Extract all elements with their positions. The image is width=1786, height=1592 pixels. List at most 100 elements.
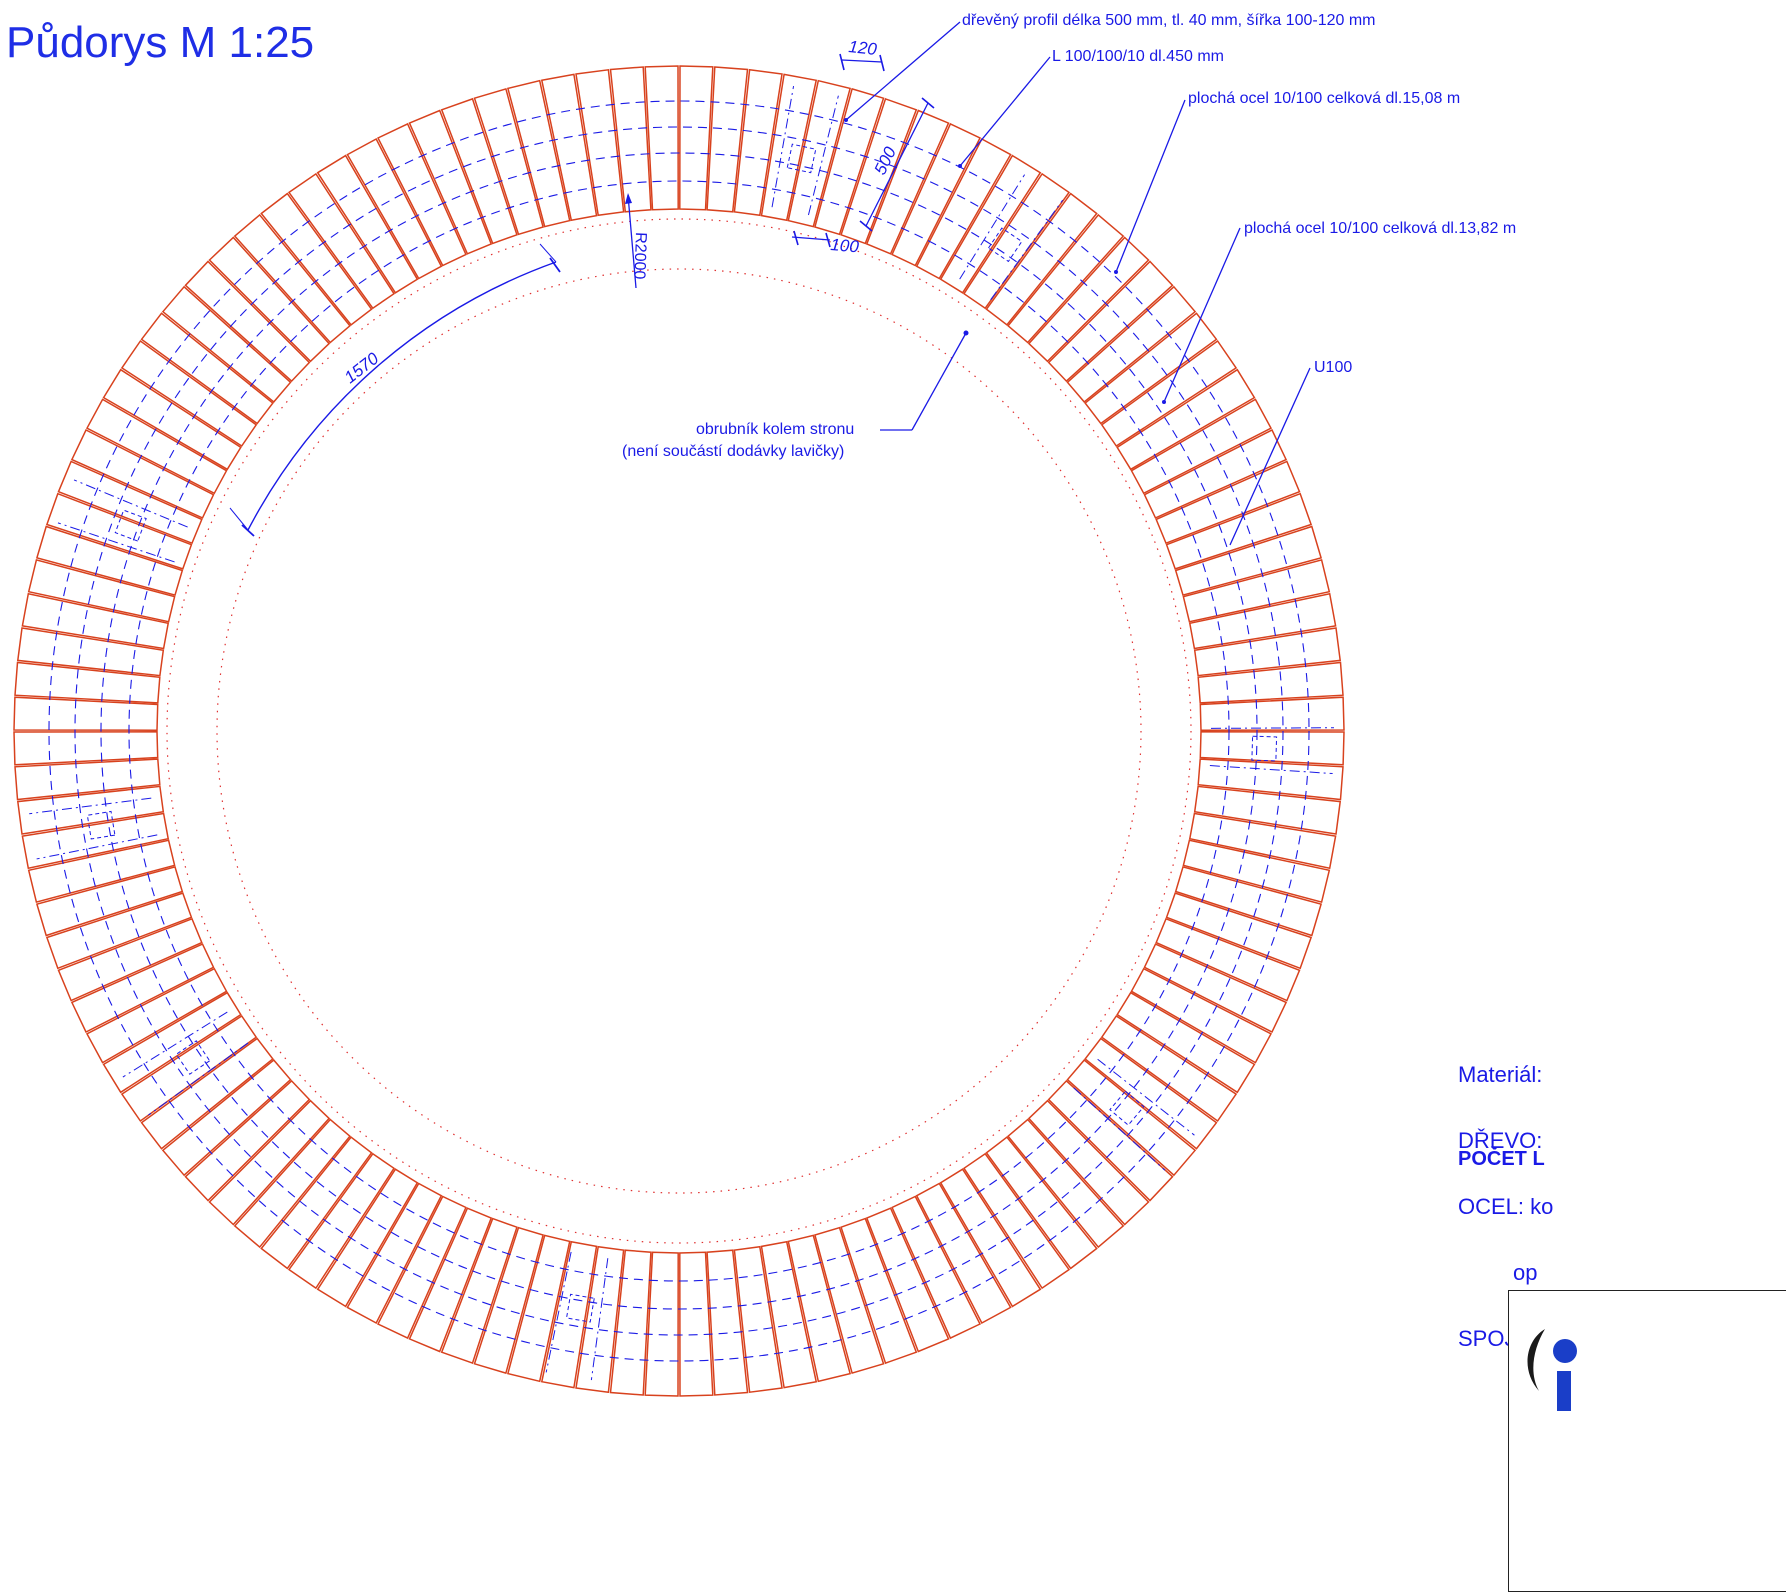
wood-slat (287, 1152, 396, 1290)
wood-slat (915, 1182, 1012, 1325)
wood-slat (45, 892, 193, 970)
wood-slat (85, 398, 228, 495)
wood-slat (813, 1226, 885, 1375)
wood-slat (184, 1079, 311, 1202)
support-bracket-line (990, 199, 1064, 301)
wood-slat (1174, 525, 1323, 597)
material-line: OCEL: ko (1458, 1194, 1554, 1219)
steel-ring-dashed (74, 126, 1284, 1336)
wood-slat (440, 97, 518, 245)
wood-slat (233, 213, 351, 344)
wood-slat (27, 558, 176, 623)
support-bracket-line (545, 1251, 572, 1373)
wood-slat (1155, 460, 1301, 545)
wood-slat (1188, 812, 1337, 870)
wood-slat (1199, 696, 1345, 731)
wood-slat (260, 1136, 373, 1270)
channel-plate (86, 810, 116, 840)
wood-slat (506, 1234, 571, 1383)
material-line: Materiál: (1458, 1062, 1543, 1087)
wood-slat (1100, 1014, 1238, 1123)
wood-slat (506, 79, 571, 228)
channel-plate (1251, 735, 1278, 762)
wood-slat (120, 339, 258, 448)
wood-slat (939, 1168, 1042, 1308)
title-block (1508, 1290, 1786, 1592)
wood-slat (760, 1240, 818, 1389)
steel-support-brackets (29, 86, 1334, 1381)
wood-slat (408, 109, 493, 255)
callout-wood-profile: dřevěný profil délka 500 mm, tl. 40 mm, … (962, 12, 1376, 29)
support-bracket-line (1097, 1058, 1195, 1136)
wood-slat (865, 1207, 950, 1353)
wood-slat (891, 1195, 982, 1340)
wood-slat (1027, 1099, 1150, 1226)
wood-slat (13, 696, 159, 731)
wood-slat (609, 66, 652, 213)
channel-plate (1109, 1090, 1145, 1126)
wood-slat (57, 917, 203, 1002)
support-bracket-line (590, 1258, 609, 1381)
wood-slat (346, 1182, 443, 1325)
channel-plate (786, 143, 817, 174)
wood-slat (1084, 1037, 1218, 1150)
wood-slat (346, 137, 443, 280)
wood-slat (1143, 943, 1288, 1034)
wood-slat (14, 661, 161, 704)
wood-slat (1197, 661, 1344, 704)
wood-slat (891, 122, 982, 267)
wood-slat (473, 1226, 545, 1375)
bench-slat-ring (13, 65, 1345, 1397)
wood-slat (1165, 892, 1313, 970)
wood-slat (184, 260, 311, 383)
wood-slat (1197, 758, 1344, 801)
support-bracket-line (29, 797, 152, 815)
wood-slat (260, 192, 373, 326)
wood-slat (865, 109, 950, 255)
leader-lines (229, 21, 1311, 546)
wood-slat (1165, 492, 1313, 570)
dim-100: 100 (830, 235, 860, 256)
wood-slat (1130, 398, 1273, 495)
channel-plate (987, 227, 1023, 263)
wood-slat (1066, 1059, 1197, 1177)
wood-slat (27, 839, 176, 904)
wood-slat (915, 137, 1012, 280)
wood-slat (1130, 967, 1273, 1064)
wood-slat (679, 1251, 714, 1397)
wood-slat (939, 154, 1042, 294)
callout-curb-line2: (není součástí dodávky lavičky) (622, 443, 845, 460)
wood-slat (1143, 428, 1288, 519)
wood-slat (208, 1099, 331, 1226)
dim-120: 120 (848, 37, 879, 59)
wood-slat (1066, 285, 1197, 403)
wood-slat (45, 492, 193, 570)
wood-slat (962, 172, 1071, 310)
wood-slat (609, 1249, 652, 1396)
wood-slat (575, 68, 625, 217)
wood-slat (376, 122, 467, 267)
wood-slat (813, 87, 885, 236)
support-bracket-line (771, 86, 795, 208)
callout-flat-steel-outer: plochá ocel 10/100 celková dl.15,08 m (1188, 90, 1461, 107)
wood-slat (840, 97, 918, 245)
wood-slat (85, 967, 228, 1064)
wood-slat (21, 592, 170, 650)
wood-slat (316, 1168, 419, 1308)
wood-slat (440, 1217, 518, 1365)
wood-slat (706, 1249, 749, 1396)
wood-slat (1027, 236, 1150, 363)
wood-slat (70, 428, 215, 519)
wood-slat (287, 172, 396, 310)
wood-slat (1116, 991, 1256, 1094)
page-title: Půdorys M 1:25 (6, 18, 315, 67)
wood-slat (787, 79, 852, 228)
callout-channel: U100 (1314, 359, 1353, 376)
wood-slat (1116, 368, 1256, 471)
wood-slat (16, 785, 165, 835)
wood-slat (787, 1234, 852, 1383)
steel-ring-dashed (100, 152, 1258, 1310)
wood-slat (102, 991, 242, 1094)
support-bracket-line (73, 479, 188, 528)
